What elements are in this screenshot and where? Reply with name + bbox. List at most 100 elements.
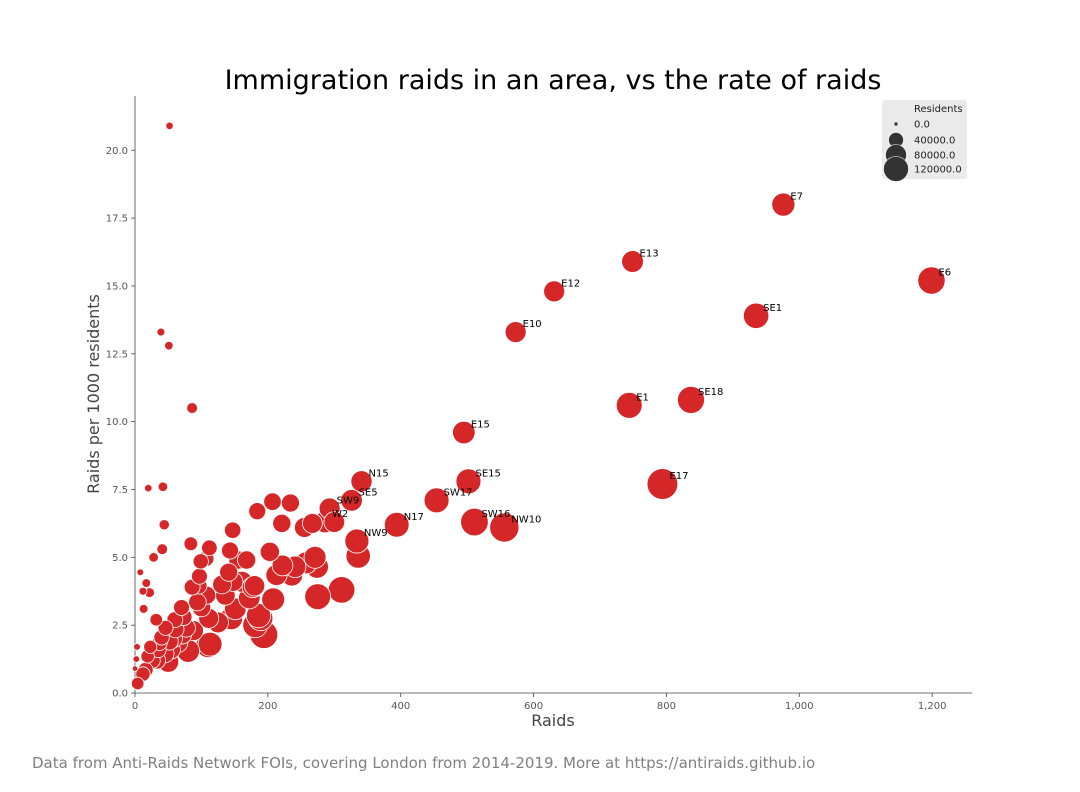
data-point bbox=[132, 655, 141, 663]
y-tick-label: 17.5 bbox=[106, 214, 128, 225]
point-label: E1 bbox=[636, 392, 649, 403]
legend-entry-label: 0.0 bbox=[914, 120, 930, 131]
x-tick-label: 1,200 bbox=[918, 701, 947, 712]
y-tick-label: 5.0 bbox=[112, 553, 128, 564]
y-tick-label: 2.5 bbox=[112, 621, 128, 632]
data-point bbox=[223, 521, 242, 539]
data-point-sw17 bbox=[423, 487, 450, 514]
data-point-sw16 bbox=[460, 507, 489, 537]
data-point bbox=[192, 553, 209, 570]
data-point-nw10 bbox=[489, 512, 520, 543]
data-point bbox=[272, 513, 292, 533]
data-point-e17 bbox=[646, 468, 679, 500]
y-tick-label: 7.5 bbox=[112, 485, 128, 496]
x-tick-label: 200 bbox=[258, 701, 277, 712]
source-footnote: Data from Anti-Raids Network FOIs, cover… bbox=[32, 754, 816, 772]
x-tick-label: 0 bbox=[132, 701, 138, 712]
data-point-nw9 bbox=[344, 528, 370, 554]
data-point bbox=[164, 340, 174, 351]
data-point bbox=[138, 586, 148, 596]
data-point bbox=[188, 592, 207, 612]
data-point bbox=[148, 552, 159, 563]
point-label: SE15 bbox=[475, 468, 500, 479]
data-point bbox=[197, 631, 223, 657]
data-point bbox=[149, 613, 163, 627]
y-axis-label: Raids per 1000 residents bbox=[84, 294, 103, 494]
data-point-e10 bbox=[504, 321, 527, 344]
data-point bbox=[243, 575, 266, 597]
data-point bbox=[323, 511, 346, 533]
data-point-e15 bbox=[452, 420, 476, 445]
point-label: NW10 bbox=[511, 514, 541, 525]
x-tick-label: 400 bbox=[391, 701, 410, 712]
legend: Residents 0.0 40000.0 80000.0 120000.0 bbox=[882, 100, 967, 182]
data-point bbox=[271, 554, 294, 577]
data-point bbox=[165, 121, 174, 130]
data-point bbox=[261, 587, 286, 612]
point-label: E7 bbox=[790, 192, 803, 203]
data-point bbox=[144, 483, 153, 493]
data-point-e6 bbox=[917, 266, 946, 295]
legend-entries: 0.0 40000.0 80000.0 120000.0 bbox=[883, 120, 962, 182]
data-point bbox=[143, 639, 158, 654]
point-label: SE5 bbox=[359, 487, 378, 498]
data-point bbox=[259, 541, 280, 562]
legend-entry-label: 80000.0 bbox=[914, 151, 955, 162]
data-point-n15 bbox=[350, 470, 373, 493]
data-point bbox=[219, 562, 239, 582]
data-point bbox=[327, 576, 356, 604]
data-point bbox=[157, 619, 174, 636]
data-point bbox=[201, 539, 218, 557]
data-point bbox=[130, 676, 145, 691]
data-point bbox=[191, 567, 208, 585]
points-layer bbox=[130, 121, 946, 691]
point-label: E13 bbox=[640, 249, 659, 260]
point-label: N15 bbox=[369, 468, 389, 479]
point-label: E17 bbox=[669, 471, 688, 482]
x-tick-label: 1,000 bbox=[785, 701, 814, 712]
y-tick-label: 15.0 bbox=[106, 281, 128, 292]
data-point bbox=[156, 543, 169, 555]
point-label: N17 bbox=[404, 512, 424, 523]
point-label: W2 bbox=[332, 509, 348, 520]
data-point bbox=[156, 327, 166, 337]
y-tick-label: 12.5 bbox=[106, 349, 128, 360]
data-point-e7 bbox=[771, 192, 796, 217]
data-point bbox=[221, 541, 239, 560]
data-point bbox=[173, 599, 190, 616]
data-point-e12 bbox=[543, 280, 566, 303]
data-point bbox=[183, 536, 199, 552]
data-point-n17 bbox=[383, 511, 410, 538]
x-tick-label: 800 bbox=[657, 701, 676, 712]
point-label: NW9 bbox=[364, 528, 388, 539]
point-label: E15 bbox=[471, 419, 490, 430]
point-label: E12 bbox=[561, 278, 580, 289]
data-point bbox=[303, 545, 327, 569]
data-point bbox=[301, 513, 323, 534]
y-tick-label: 10.0 bbox=[106, 417, 128, 428]
point-label: SE18 bbox=[698, 387, 723, 398]
point-label: SW17 bbox=[444, 487, 473, 498]
data-point bbox=[263, 492, 282, 511]
data-point bbox=[157, 481, 169, 492]
data-point-se5 bbox=[340, 489, 363, 512]
data-point bbox=[158, 519, 170, 531]
data-point bbox=[131, 665, 139, 672]
legend-title: Residents bbox=[914, 104, 963, 115]
y-tick-label: 20.0 bbox=[106, 146, 128, 157]
data-point bbox=[186, 402, 198, 414]
data-point bbox=[248, 502, 267, 521]
data-point bbox=[237, 550, 257, 570]
data-point-e1 bbox=[615, 391, 643, 419]
point-label: E6 bbox=[938, 268, 951, 279]
data-point-se18 bbox=[677, 385, 705, 414]
legend-marker bbox=[883, 156, 909, 182]
axes: 0 200 400 600 800 1,000 1,200 0.0 2.5 5.0 7.5 10.0 1… bbox=[106, 96, 972, 712]
data-point-e13 bbox=[621, 250, 644, 273]
x-tick-label: 600 bbox=[524, 701, 543, 712]
data-point bbox=[280, 493, 300, 513]
data-point bbox=[133, 643, 141, 651]
chart-title: Immigration raids in an area, vs the rat… bbox=[225, 65, 882, 96]
